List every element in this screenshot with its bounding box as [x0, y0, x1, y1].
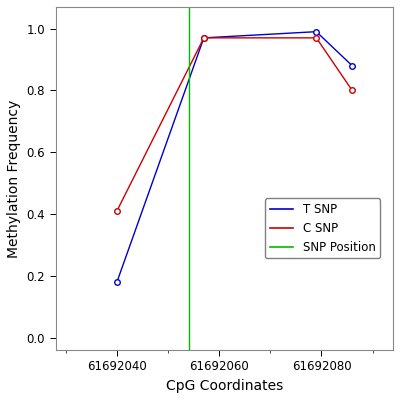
X-axis label: CpG Coordinates: CpG Coordinates: [166, 379, 283, 393]
Legend: T SNP, C SNP, SNP Position: T SNP, C SNP, SNP Position: [265, 198, 380, 258]
Y-axis label: Methylation Frequency: Methylation Frequency: [7, 99, 21, 258]
